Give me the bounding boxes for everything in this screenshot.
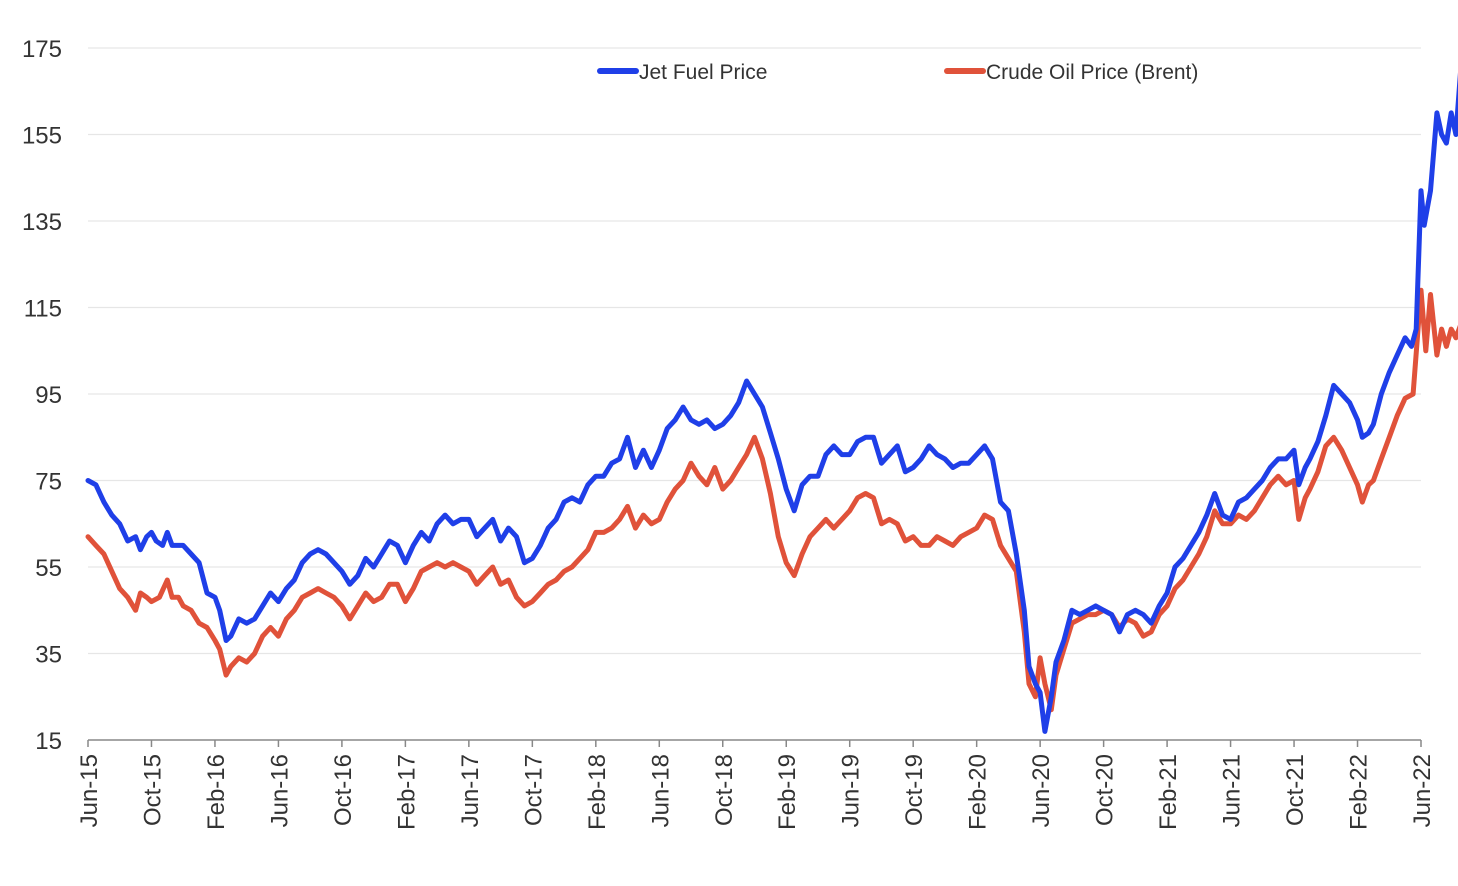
series-line-crude-oil: [85, 287, 1458, 713]
x-tick-label: Feb-21: [1155, 754, 1182, 830]
series-line-jet-fuel: [85, 72, 1458, 734]
series-lines: [85, 72, 1458, 734]
x-tick-label: Feb-22: [1346, 754, 1373, 830]
x-tick-label: Oct-20: [1092, 754, 1119, 826]
y-tick-label: 175: [22, 36, 62, 63]
x-tick-label: Oct-21: [1282, 754, 1309, 826]
x-tick-label: Feb-16: [203, 754, 230, 830]
x-tick-label: Jun-21: [1219, 754, 1246, 827]
x-tick-label: Oct-15: [139, 754, 166, 826]
y-tick-label: 115: [24, 296, 62, 323]
y-tick-label: 15: [35, 728, 62, 755]
y-axis-ticks: 15 35 55 75 95 115 135 155 175: [22, 36, 62, 755]
x-axis: Jun-15 Oct-15 Feb-16 Jun-16 Oct-16 Feb-17 Jun-…: [76, 739, 1436, 830]
x-tick-label: Jun-16: [266, 754, 293, 827]
x-tick-label: Oct-19: [901, 754, 928, 826]
gridlines: [88, 47, 1421, 655]
x-tick-label: Feb-20: [965, 754, 992, 830]
legend[interactable]: Jet Fuel Price Crude Oil Price (Brent): [597, 61, 1198, 84]
x-tick-label: Oct-18: [711, 754, 738, 826]
x-tick-label: Oct-17: [520, 754, 547, 826]
x-tick-label: Jun-22: [1409, 754, 1436, 827]
y-tick-label: 55: [35, 555, 62, 582]
legend-item-crude-oil[interactable]: Crude Oil Price (Brent): [944, 61, 1198, 84]
x-tick-label: Jun-18: [647, 754, 674, 827]
y-tick-label: 95: [35, 382, 62, 409]
legend-item-jet-fuel[interactable]: Jet Fuel Price: [597, 61, 767, 84]
x-tick-label: Feb-17: [393, 754, 420, 830]
x-tick-label: Jun-15: [76, 754, 103, 827]
x-tick-label: Feb-19: [774, 754, 801, 830]
x-tick-label: Feb-18: [584, 754, 611, 830]
x-tick-label: Jun-20: [1028, 754, 1055, 827]
y-tick-label: 155: [22, 123, 62, 150]
legend-label-crude-oil: Crude Oil Price (Brent): [986, 61, 1198, 84]
y-tick-label: 75: [35, 469, 62, 496]
y-tick-label: 135: [22, 209, 62, 236]
x-tick-label: Oct-16: [330, 754, 357, 826]
legend-label-jet-fuel: Jet Fuel Price: [639, 61, 767, 84]
x-tick-label: Jun-19: [838, 754, 865, 827]
y-tick-label: 35: [35, 642, 62, 669]
x-tick-label: Jun-17: [457, 754, 484, 827]
